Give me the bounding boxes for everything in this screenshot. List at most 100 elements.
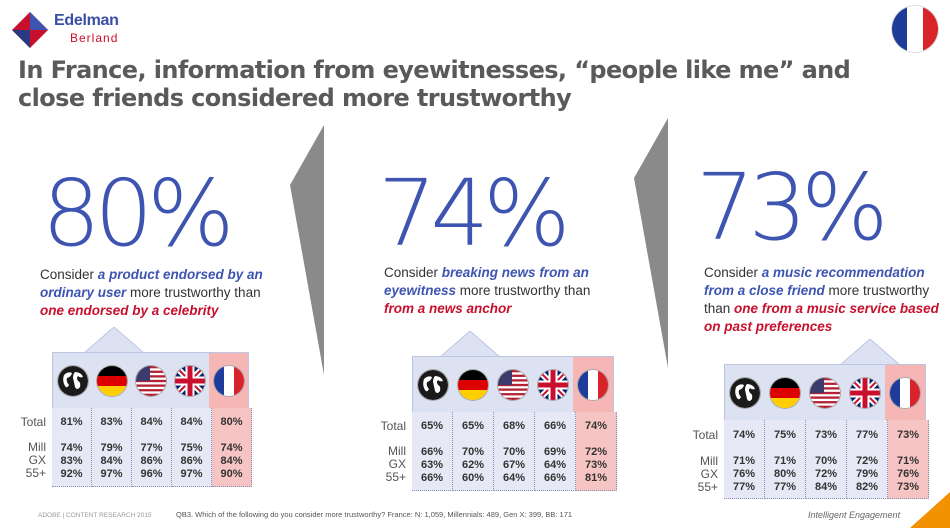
- segment-row: 66% 63% 66% 70% 62% 60% 70% 67% 64% 69% 64% 66% 72% 7…: [412, 440, 617, 491]
- segment-value: 77%: [140, 441, 163, 454]
- segment-value: 79%: [100, 441, 123, 454]
- segment-value: 71%: [732, 454, 756, 467]
- total-value-cell: 84%: [132, 408, 172, 437]
- germany-flag-icon: [458, 370, 488, 400]
- segment-value: 71%: [896, 454, 920, 467]
- segment-value: 69%: [543, 445, 567, 458]
- segment-value: 66%: [420, 445, 444, 458]
- segment-value: 77%: [732, 480, 756, 493]
- total-value-cell: 84%: [172, 408, 212, 437]
- segment-value: 72%: [584, 445, 608, 458]
- germany-flag-icon: [96, 366, 127, 396]
- france-flag-icon: [213, 366, 244, 396]
- flag-cell: [805, 378, 845, 408]
- segment-value: 76%: [896, 467, 920, 480]
- segment-value: 66%: [420, 471, 444, 484]
- segment-value-cell: 79% 84% 97%: [92, 436, 132, 487]
- highlight-comparison: from a news anchor: [384, 301, 512, 316]
- segment-label: GX: [28, 453, 46, 467]
- flag-cell: [493, 370, 533, 400]
- total-row: 65% 65% 68% 66% 74%: [412, 412, 617, 441]
- segment-row: 71% 76% 77% 71% 80% 77% 70% 72% 84% 72% 79% 82% 71% 7…: [724, 450, 929, 499]
- segment-value-cell: 70% 67% 64%: [494, 440, 535, 491]
- flag-cell: [885, 365, 925, 421]
- segment-value: 74%: [60, 441, 83, 454]
- segment-value: 86%: [140, 454, 163, 467]
- flag-cell: [413, 370, 453, 400]
- segment-value: 97%: [180, 467, 203, 480]
- total-value-cell: 66%: [535, 412, 576, 441]
- segment-label: GX: [388, 457, 406, 471]
- segment-value-cell: 71% 76% 73%: [888, 450, 929, 499]
- callout-pointer: [840, 339, 900, 365]
- flag-cell: [453, 370, 493, 400]
- segment-value: 92%: [60, 467, 83, 480]
- flag-cell: [209, 353, 248, 409]
- uk-flag-icon: [538, 370, 568, 400]
- total-value-cell: 83%: [92, 408, 132, 437]
- segment-value-cell: 66% 63% 66%: [412, 440, 453, 491]
- flag-cell: [533, 370, 573, 400]
- callout-pointer: [440, 331, 500, 357]
- big-percentage: 74%: [378, 160, 571, 267]
- segment-value: 96%: [140, 467, 163, 480]
- callout-pointer: [84, 327, 144, 353]
- row-label-total: Total: [692, 427, 718, 442]
- edelman-berland-logo: Edelman Berland: [10, 8, 130, 54]
- segment-value: 81%: [584, 471, 608, 484]
- stat-description: Consider a product endorsed by an ordina…: [40, 266, 280, 320]
- flag-cell: [725, 378, 765, 408]
- segment-value-cell: 70% 72% 84%: [806, 450, 847, 499]
- big-percentage: 73%: [696, 154, 889, 261]
- footer-tagline: Intelligent Engagement: [808, 510, 901, 520]
- segment-value: 74%: [220, 441, 243, 454]
- segment-value: 73%: [896, 480, 920, 493]
- flag-cell: [845, 378, 885, 408]
- page-title: In France, information from eyewitnesses…: [18, 56, 851, 112]
- segment-value: 84%: [220, 454, 243, 467]
- total-value-cell: 73%: [888, 420, 929, 451]
- description-text: Consider: [40, 267, 98, 282]
- total-value-cell: 81%: [52, 408, 92, 437]
- segment-value: 86%: [180, 454, 203, 467]
- footer-source-label: ADOBE | CONTENT RESEARCH 2015: [38, 512, 152, 519]
- segment-value: 66%: [543, 471, 567, 484]
- segment-label: 55+: [385, 470, 406, 484]
- segment-label: Mill: [28, 440, 46, 454]
- segment-value: 82%: [855, 480, 879, 493]
- segment-value-cell: 71% 76% 77%: [724, 450, 765, 499]
- stat-description: Consider a music recommendation from a c…: [704, 264, 940, 336]
- total-value-cell: 75%: [765, 420, 806, 451]
- segment-row: 74% 83% 92% 79% 84% 97% 77% 86% 96% 75% 86% 97% 74% 8…: [52, 436, 252, 487]
- big-percentage: 80%: [42, 160, 235, 267]
- segment-value: 79%: [855, 467, 879, 480]
- segment-value-cell: 71% 80% 77%: [765, 450, 806, 499]
- usa-flag-icon: [810, 378, 840, 408]
- divider-wedge-2: [634, 118, 668, 368]
- segment-value: 62%: [461, 458, 485, 471]
- segment-value: 60%: [461, 471, 485, 484]
- france-corner-flag-icon: [892, 6, 938, 52]
- logo-mark-icon: [12, 12, 48, 48]
- segment-value: 80%: [773, 467, 797, 480]
- total-value-cell: 65%: [453, 412, 494, 441]
- highlight-primary: a product endorsed by an ordinary user: [40, 267, 263, 300]
- segment-value: 71%: [773, 454, 797, 467]
- divider-wedge-1: [290, 125, 324, 375]
- total-value-cell: 77%: [847, 420, 888, 451]
- segment-value: 67%: [502, 458, 526, 471]
- france-flag-icon: [578, 370, 608, 400]
- uk-flag-icon: [850, 378, 880, 408]
- segment-value-cell: 69% 64% 66%: [535, 440, 576, 491]
- segment-value-cell: 72% 73% 81%: [576, 440, 617, 491]
- row-label-total: Total: [20, 414, 46, 429]
- segment-value: 97%: [100, 467, 123, 480]
- france-flag-icon: [890, 378, 920, 408]
- flag-cell: [170, 366, 209, 396]
- total-row: 81% 83% 84% 84% 80%: [52, 408, 252, 437]
- total-value-cell: 74%: [724, 420, 765, 451]
- usa-flag-icon: [498, 370, 528, 400]
- highlight-primary: a music recommendation from a close frie…: [704, 265, 925, 298]
- segment-value: 64%: [543, 458, 567, 471]
- uk-flag-icon: [174, 366, 205, 396]
